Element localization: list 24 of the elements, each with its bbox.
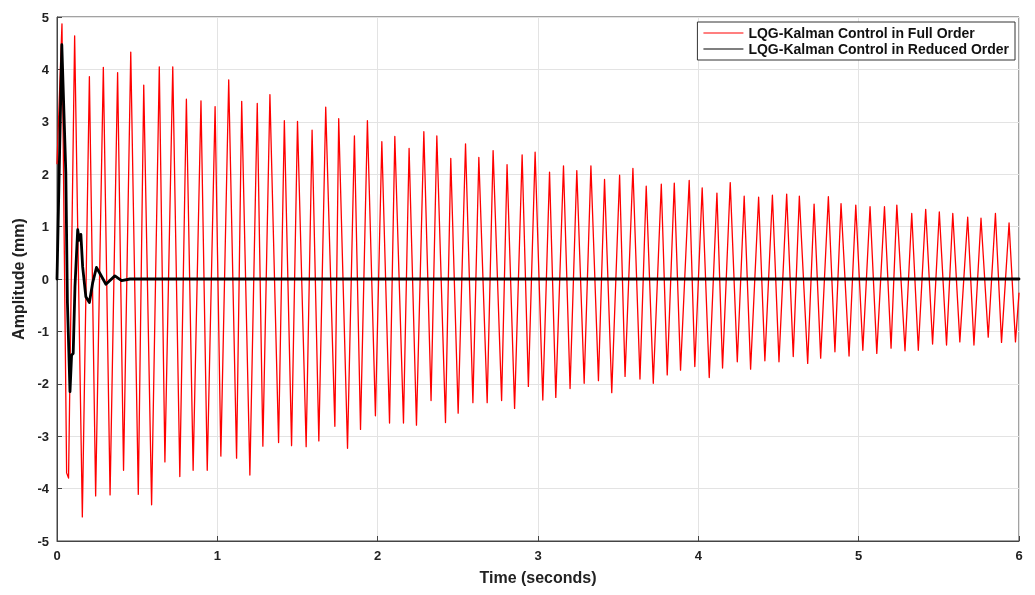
y-tick-label: 5	[41, 9, 49, 25]
y-tick-label: 0	[41, 271, 49, 287]
y-tick-label: -1	[37, 323, 49, 339]
y-tick-label: -5	[37, 533, 49, 549]
x-tick-label: 3	[534, 548, 542, 563]
x-tick-label: 4	[694, 548, 703, 563]
y-tick-label: 1	[41, 219, 49, 235]
legend-label: LQG-Kalman Control in Full Order	[748, 25, 976, 41]
y-tick-label: 4	[41, 61, 50, 77]
x-tick-label: 6	[1015, 548, 1023, 563]
y-tick-label: 3	[41, 114, 49, 130]
x-tick-label: 0	[53, 548, 61, 563]
y-tick-label: -2	[37, 376, 49, 392]
x-tick-label: 2	[374, 548, 382, 563]
y-tick-label: -4	[37, 481, 50, 497]
x-tick-label: 1	[213, 548, 221, 563]
x-axis-title: Time (seconds)	[479, 568, 597, 586]
y-axis-title: Amplitude (mm)	[10, 218, 28, 340]
legend-label: LQG-Kalman Control in Reduced Order	[748, 41, 1010, 57]
line-series	[56, 23, 1020, 518]
y-tick-label: 2	[41, 166, 49, 182]
line-series	[55, 43, 1021, 394]
x-tick-label: 5	[855, 548, 863, 563]
y-tick-label: -3	[37, 428, 49, 444]
